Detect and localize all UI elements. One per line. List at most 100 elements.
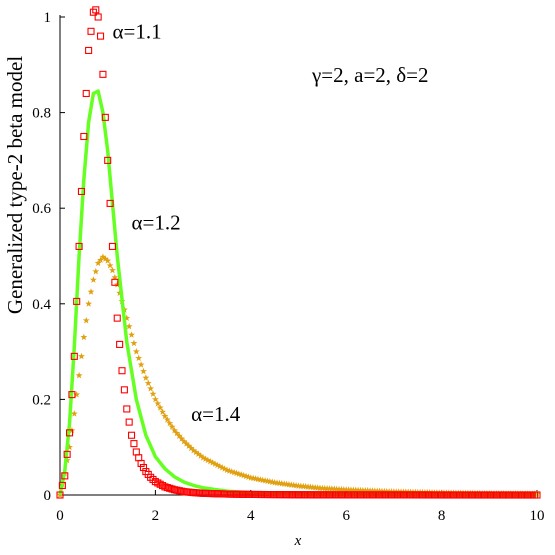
point-alpha-1-1-11 xyxy=(82,89,90,98)
point-alpha-1-1-24 xyxy=(113,314,121,322)
point-alpha-1-4-52 xyxy=(180,437,188,445)
annotation-2: α=1.2 xyxy=(132,211,181,235)
point-alpha-1-4-18 xyxy=(99,253,107,260)
point-alpha-1-4-43 xyxy=(159,408,166,415)
point-alpha-1-4-31 xyxy=(130,339,138,347)
point-alpha-1-4-40 xyxy=(151,395,159,403)
point-alpha-1-4-10 xyxy=(80,333,88,341)
point-alpha-1-4-6 xyxy=(70,410,78,417)
point-alpha-1-1-12 xyxy=(85,46,93,55)
point-alpha-1-4-53 xyxy=(182,440,190,447)
point-alpha-1-4-45 xyxy=(163,416,171,423)
point-alpha-1-1-1 xyxy=(58,481,66,489)
point-alpha-1-4-19 xyxy=(101,255,109,262)
point-alpha-1-4-35 xyxy=(140,367,147,375)
point-alpha-1-1-17 xyxy=(96,32,105,40)
y-tick-label-4: 0.8 xyxy=(32,106,51,122)
point-alpha-1-4-24 xyxy=(113,281,121,288)
point-alpha-1-1-45 xyxy=(163,484,171,492)
point-alpha-1-4-51 xyxy=(178,435,186,442)
point-alpha-1-4-65 xyxy=(211,460,219,467)
point-alpha-1-1-31 xyxy=(130,440,138,448)
annotation-layer: α=1.1 α=1.2 α=1.4 xyxy=(112,20,240,426)
point-alpha-1-1-47 xyxy=(168,485,176,493)
annotation-1: α=1.1 xyxy=(112,20,161,44)
y-tick-label-5: 1 xyxy=(44,10,52,26)
y-tick-label-2: 0.4 xyxy=(32,297,51,313)
point-alpha-1-1-28 xyxy=(123,405,131,413)
point-alpha-1-4-64 xyxy=(209,459,217,466)
x-tick-label-4: 8 xyxy=(438,508,446,524)
point-alpha-1-1-43 xyxy=(159,482,167,490)
point-alpha-1-4-7 xyxy=(73,391,81,398)
point-alpha-1-1-21 xyxy=(106,199,114,207)
point-alpha-1-1-8 xyxy=(75,242,83,250)
series-2 xyxy=(58,89,538,497)
point-alpha-1-1-35 xyxy=(139,463,148,472)
point-alpha-1-1-22 xyxy=(108,242,117,250)
point-alpha-1-4-37 xyxy=(144,379,152,387)
point-alpha-1-1-29 xyxy=(125,418,133,426)
point-alpha-1-1-10 xyxy=(80,132,88,141)
point-alpha-1-4-42 xyxy=(156,404,164,411)
y-tick-label-0: 0 xyxy=(44,488,52,504)
point-alpha-1-1-6 xyxy=(70,352,78,360)
y-tick-label-1: 0.2 xyxy=(32,392,51,408)
point-alpha-1-1-2 xyxy=(61,472,69,480)
point-alpha-1-1-26 xyxy=(118,367,126,375)
series-3 xyxy=(56,253,541,498)
point-alpha-1-1-18 xyxy=(99,70,107,78)
point-alpha-1-4-57 xyxy=(192,448,200,456)
point-alpha-1-1-5 xyxy=(68,391,76,399)
point-alpha-1-4-13 xyxy=(87,288,95,295)
point-alpha-1-1-34 xyxy=(137,459,145,468)
point-alpha-1-1-4 xyxy=(65,429,74,437)
point-alpha-1-4-61 xyxy=(202,455,209,462)
point-alpha-1-4-38 xyxy=(147,385,155,392)
point-alpha-1-1-16 xyxy=(94,13,102,21)
point-alpha-1-4-20 xyxy=(104,257,112,264)
point-alpha-1-4-58 xyxy=(194,450,202,458)
point-alpha-1-4-41 xyxy=(154,399,162,407)
x-tick-label-5: 10 xyxy=(530,508,545,524)
point-alpha-1-1-7 xyxy=(73,297,81,305)
point-alpha-1-1-15 xyxy=(92,6,100,14)
parameter-note: γ=2, a=2, δ=2 xyxy=(311,63,429,87)
point-alpha-1-4-66 xyxy=(213,461,221,469)
point-alpha-1-4-59 xyxy=(197,452,205,459)
point-alpha-1-1-32 xyxy=(132,448,140,456)
point-alpha-1-1-27 xyxy=(120,386,128,394)
point-alpha-1-4-4 xyxy=(66,443,73,451)
series-line-alpha-1-2 xyxy=(58,89,538,497)
annotation-3: α=1.4 xyxy=(191,402,241,426)
x-tick-label-0: 0 xyxy=(56,508,64,524)
point-alpha-1-4-49 xyxy=(173,429,181,437)
point-alpha-1-1-23 xyxy=(111,278,119,286)
point-alpha-1-4-68 xyxy=(218,464,226,471)
point-alpha-1-1-0 xyxy=(56,491,64,499)
point-alpha-1-4-17 xyxy=(97,256,104,263)
series-1 xyxy=(56,6,541,499)
point-alpha-1-1-20 xyxy=(104,156,112,164)
y-axis-title: Generalized type-2 beta model xyxy=(3,56,27,314)
point-alpha-1-4-12 xyxy=(85,300,93,307)
point-alpha-1-4-60 xyxy=(199,454,207,461)
point-alpha-1-1-33 xyxy=(135,454,143,462)
x-tick-label-1: 2 xyxy=(152,508,160,524)
point-alpha-1-4-28 xyxy=(123,314,131,322)
point-alpha-1-4-23 xyxy=(111,273,119,281)
point-alpha-1-4-63 xyxy=(206,457,214,465)
point-alpha-1-4-21 xyxy=(106,261,114,269)
point-alpha-1-1-30 xyxy=(128,431,136,439)
axes xyxy=(59,15,537,496)
point-alpha-1-4-16 xyxy=(94,259,102,267)
x-axis-title: x xyxy=(294,533,302,549)
point-alpha-1-1-200 xyxy=(533,491,541,499)
point-alpha-1-4-29 xyxy=(125,322,133,330)
point-alpha-1-4-15 xyxy=(92,267,100,275)
point-alpha-1-4-8 xyxy=(75,371,83,379)
point-alpha-1-4-30 xyxy=(128,331,135,338)
point-alpha-1-1-46 xyxy=(166,484,174,492)
x-tick-label-2: 4 xyxy=(247,508,255,524)
